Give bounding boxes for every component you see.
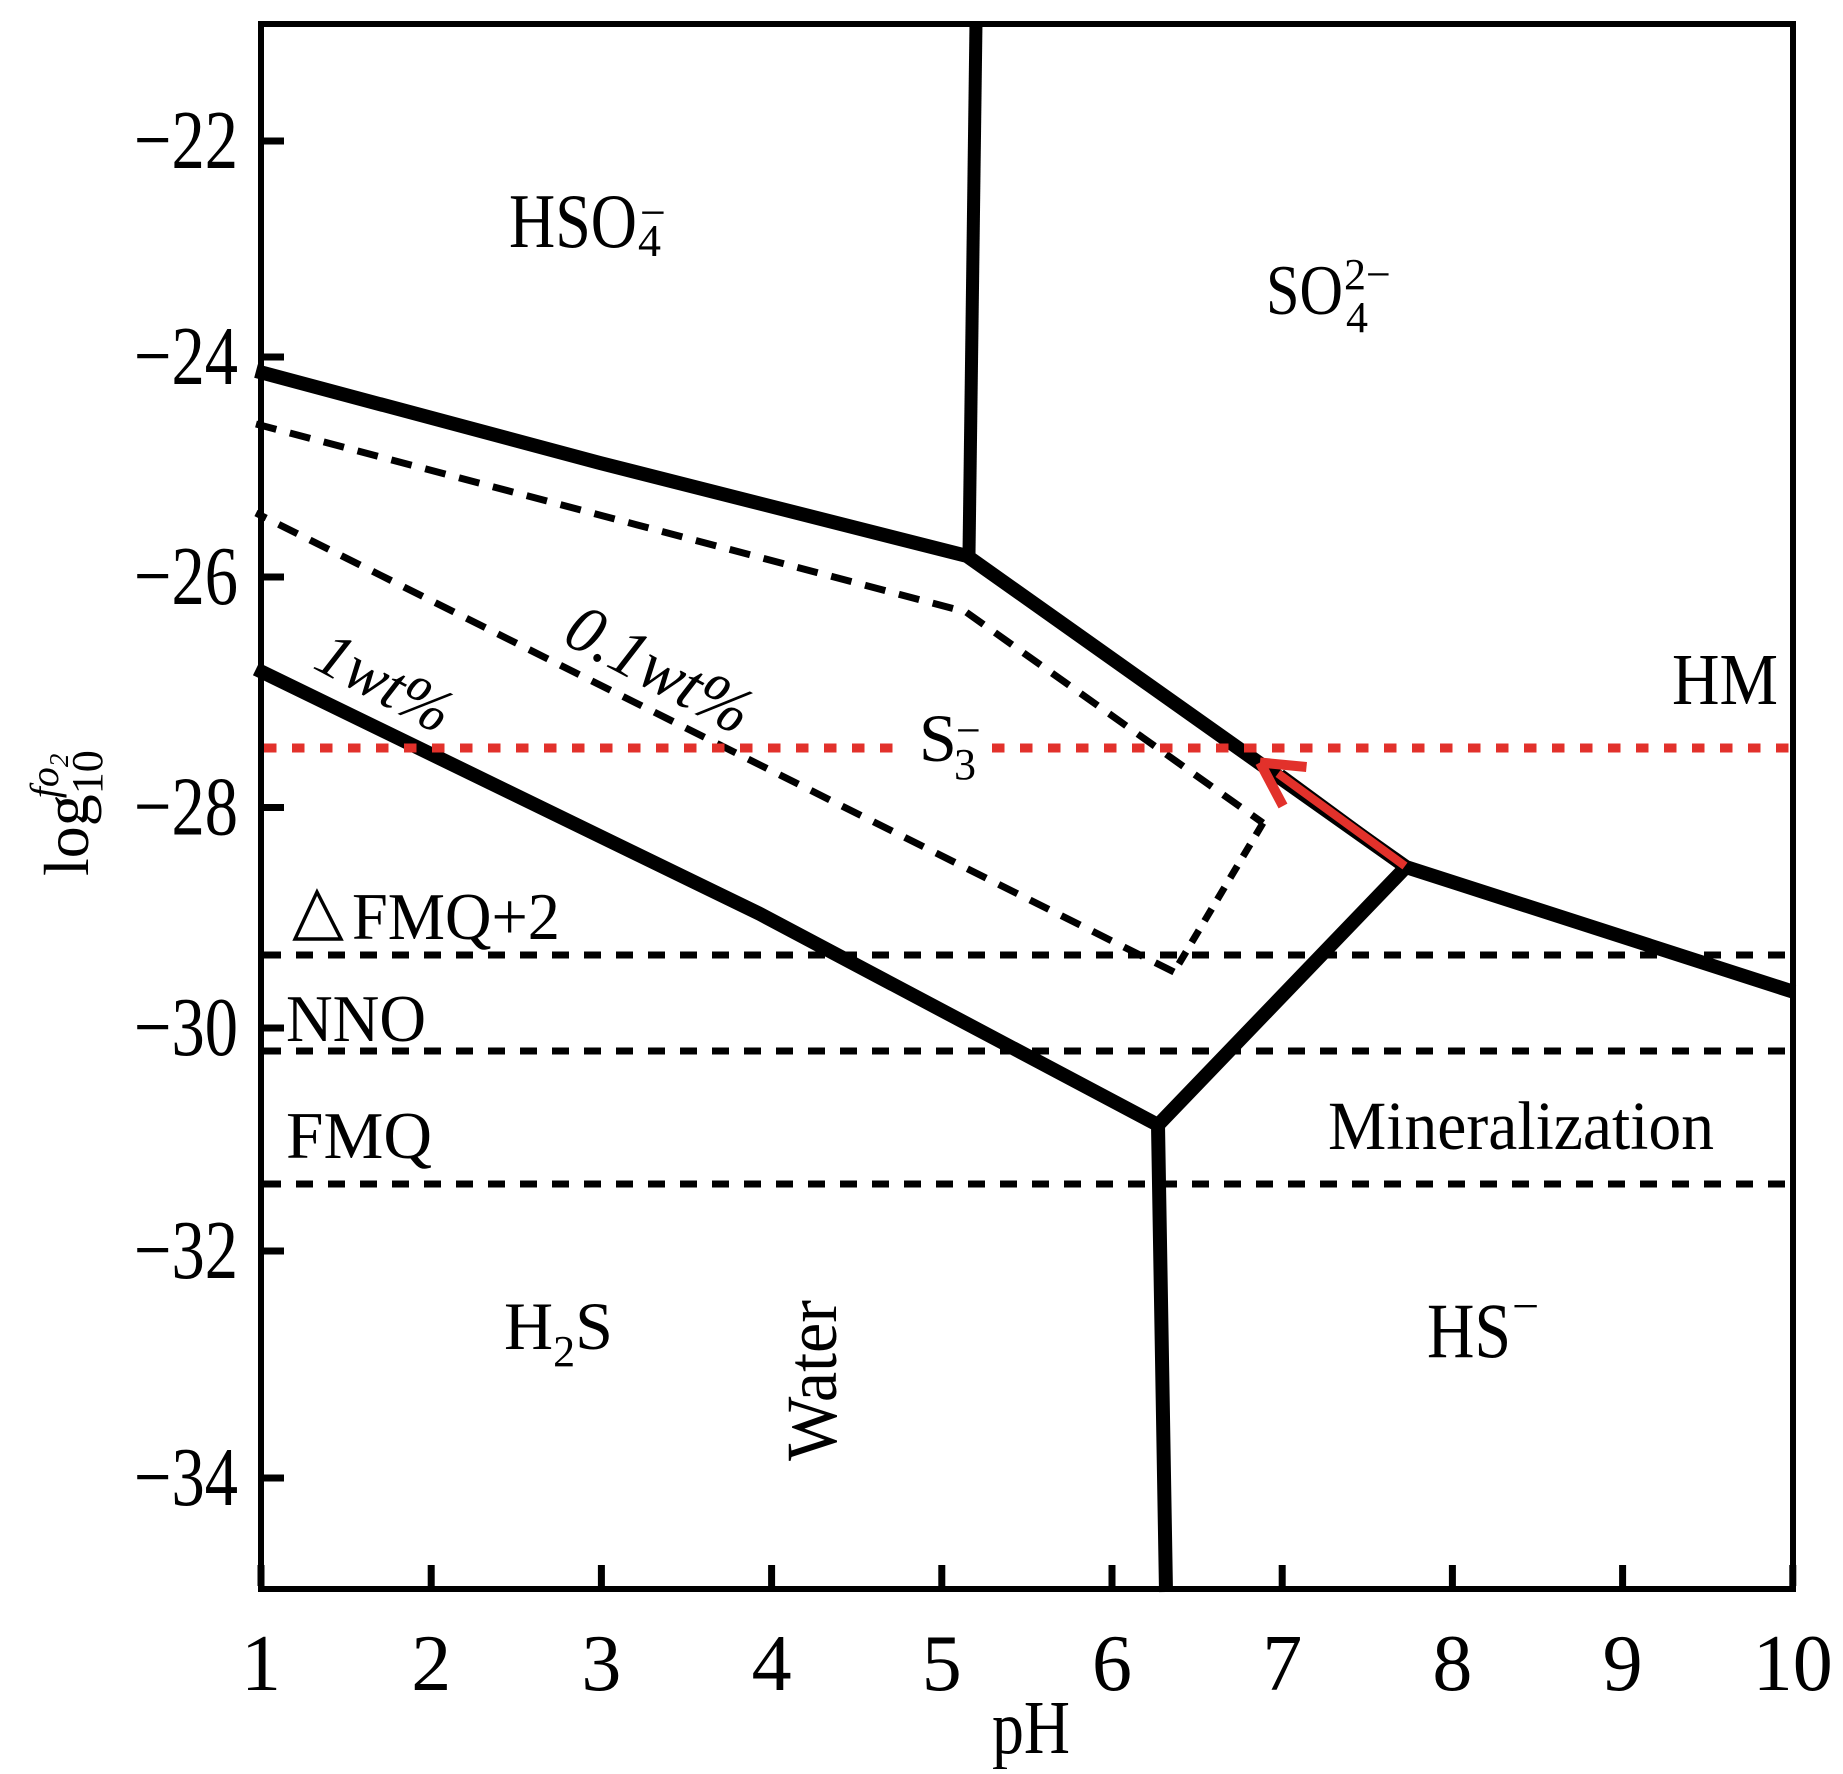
- svg-text:Mineralization: Mineralization: [1328, 1088, 1714, 1164]
- svg-text:HM: HM: [1672, 639, 1778, 720]
- svg-text:−22: −22: [134, 94, 238, 187]
- svg-text:−: −: [956, 706, 981, 755]
- svg-text:Water: Water: [772, 1300, 852, 1461]
- svg-text:S: S: [919, 700, 957, 776]
- svg-text:3: 3: [954, 740, 976, 789]
- svg-text:5: 5: [922, 1620, 962, 1708]
- svg-text:4: 4: [638, 215, 661, 266]
- svg-text:NNO: NNO: [286, 982, 426, 1056]
- svg-text:−34: −34: [134, 1431, 238, 1524]
- svg-text:8: 8: [1432, 1620, 1472, 1708]
- svg-text:−: −: [1512, 1280, 1539, 1333]
- svg-text:−24: −24: [134, 310, 238, 403]
- svg-text:4: 4: [752, 1620, 792, 1708]
- svg-text:9: 9: [1603, 1620, 1643, 1708]
- svg-text:FMQ+2: FMQ+2: [352, 880, 560, 954]
- svg-text:−32: −32: [134, 1204, 238, 1297]
- svg-text:pH: pH: [992, 1686, 1070, 1769]
- svg-text:4: 4: [1346, 293, 1368, 342]
- svg-text:2: 2: [411, 1620, 451, 1708]
- svg-text:HSO: HSO: [509, 178, 637, 264]
- svg-text:1: 1: [241, 1620, 281, 1708]
- svg-text:7: 7: [1262, 1620, 1302, 1708]
- svg-text:FMQ: FMQ: [286, 1099, 432, 1173]
- svg-text:2−: 2−: [1344, 250, 1391, 299]
- svg-text:−28: −28: [134, 761, 238, 854]
- svg-text:SO: SO: [1266, 252, 1343, 330]
- svg-text:HS: HS: [1427, 1287, 1511, 1374]
- svg-text:10: 10: [1753, 1620, 1833, 1708]
- svg-text:6: 6: [1092, 1620, 1132, 1708]
- svg-text:−: −: [640, 187, 666, 238]
- svg-text:−26: −26: [134, 530, 238, 623]
- svg-text:log10fo2: log10fo2: [22, 750, 112, 876]
- svg-text:−30: −30: [134, 981, 238, 1074]
- svg-text:3: 3: [581, 1620, 621, 1708]
